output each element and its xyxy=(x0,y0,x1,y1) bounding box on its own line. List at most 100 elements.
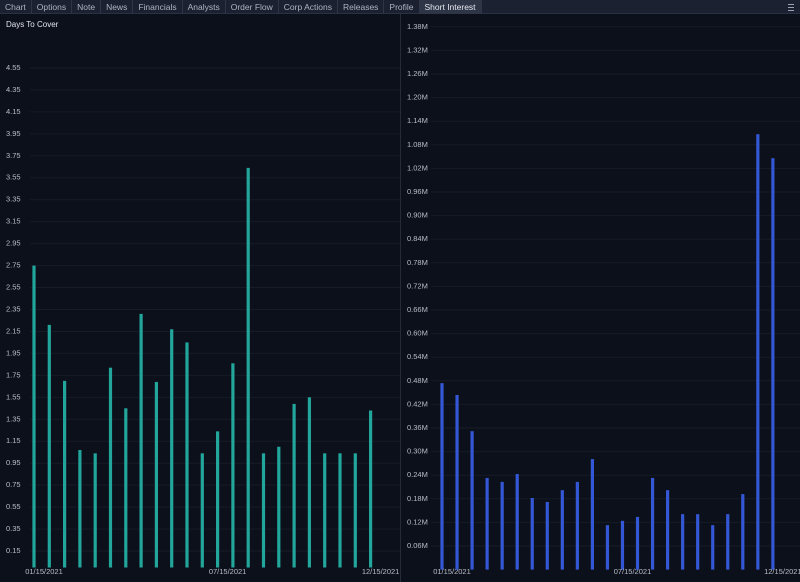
y-tick-label: 3.95 xyxy=(6,129,21,138)
y-tick-label: 0.78M xyxy=(407,258,428,267)
y-tick-label: 0.54M xyxy=(407,352,428,361)
y-tick-label: 0.15 xyxy=(6,546,21,555)
y-tick-label: 0.36M xyxy=(407,423,428,432)
bar xyxy=(590,459,594,570)
bar xyxy=(711,525,715,570)
y-tick-label: 1.02M xyxy=(407,163,428,172)
y-tick-label: 4.35 xyxy=(6,85,21,94)
bar xyxy=(63,380,67,568)
bar xyxy=(530,498,534,570)
tab[interactable]: Analysts xyxy=(183,0,226,14)
y-tick-label: 0.30M xyxy=(407,447,428,456)
y-tick-label: 2.15 xyxy=(6,326,21,335)
bar xyxy=(696,514,700,570)
y-tick-label: 3.15 xyxy=(6,217,21,226)
y-tick-label: 2.95 xyxy=(6,239,21,248)
bar xyxy=(93,453,97,568)
y-tick-label: 0.35 xyxy=(6,524,21,533)
bar xyxy=(575,481,579,570)
y-tick-label: 1.14M xyxy=(407,116,428,125)
bar xyxy=(369,410,373,568)
bar xyxy=(353,453,357,568)
bar xyxy=(292,403,296,568)
y-tick-label: 0.55 xyxy=(6,502,21,511)
bar xyxy=(500,481,504,570)
y-tick-label: 2.75 xyxy=(6,261,21,270)
tab[interactable]: Financials xyxy=(133,0,183,14)
y-tick-label: 2.55 xyxy=(6,283,21,292)
y-tick-label: 3.75 xyxy=(6,151,21,160)
y-tick-label: 0.72M xyxy=(407,281,428,290)
y-tick-label: 1.38M xyxy=(407,22,428,31)
bar xyxy=(470,431,474,570)
bar xyxy=(545,501,549,570)
y-tick-label: 1.95 xyxy=(6,348,21,357)
y-tick-label: 0.42M xyxy=(407,399,428,408)
y-tick-label: 2.35 xyxy=(6,304,21,313)
y-tick-label: 1.20M xyxy=(407,93,428,102)
x-tick-label: 01/15/2021 xyxy=(25,567,63,576)
bar xyxy=(635,516,640,570)
bar xyxy=(666,490,670,570)
bar xyxy=(771,158,775,570)
tab[interactable]: Profile xyxy=(384,0,420,14)
y-tick-label: 1.26M xyxy=(407,69,428,78)
y-tick-label: 4.15 xyxy=(6,107,21,116)
y-tick-label: 1.08M xyxy=(407,140,428,149)
x-tick-label: 07/15/2021 xyxy=(614,567,652,576)
bar xyxy=(726,514,730,570)
y-tick-label: 1.35 xyxy=(6,414,21,423)
y-tick-label: 0.75 xyxy=(6,480,21,489)
bar xyxy=(455,394,459,570)
bar xyxy=(108,367,113,568)
bar xyxy=(620,520,625,570)
tab[interactable]: Options xyxy=(32,0,73,14)
tab[interactable]: Chart xyxy=(0,0,32,14)
y-tick-label: 0.90M xyxy=(407,211,428,220)
y-tick-label: 0.60M xyxy=(407,329,428,338)
y-tick-label: 3.35 xyxy=(6,195,21,204)
bar xyxy=(307,397,311,568)
bar xyxy=(440,383,444,570)
y-tick-label: 1.32M xyxy=(407,45,428,54)
tab[interactable]: News xyxy=(101,0,134,14)
y-tick-label: 0.96M xyxy=(407,187,428,196)
bar xyxy=(261,453,266,568)
bar xyxy=(32,265,36,568)
tab[interactable]: Short Interest xyxy=(419,0,482,14)
bar xyxy=(170,329,174,568)
bar xyxy=(277,446,281,568)
bar xyxy=(185,342,189,568)
bar xyxy=(560,490,564,570)
bar xyxy=(47,324,51,568)
tab[interactable]: Corp Actions xyxy=(279,0,338,14)
bar xyxy=(139,313,143,568)
y-tick-label: 0.84M xyxy=(407,234,428,243)
bar xyxy=(124,408,128,568)
menu-icon[interactable] xyxy=(788,4,794,11)
bar xyxy=(323,453,327,568)
bar xyxy=(78,450,82,568)
x-tick-label: 12/15/2021 xyxy=(362,567,400,576)
tab[interactable]: Releases xyxy=(338,0,385,14)
chart-title: Days To Cover xyxy=(6,20,59,29)
y-tick-label: 1.55 xyxy=(6,392,21,401)
x-tick-label: 07/15/2021 xyxy=(209,567,247,576)
bar xyxy=(650,477,655,570)
y-tick-label: 0.95 xyxy=(6,458,21,467)
bar xyxy=(485,477,489,570)
y-tick-label: 0.12M xyxy=(407,517,428,526)
bar xyxy=(154,381,158,568)
bar xyxy=(246,167,250,568)
bar xyxy=(605,525,610,570)
y-tick-label: 1.75 xyxy=(6,370,21,379)
y-tick-label: 0.48M xyxy=(407,376,428,385)
x-tick-label: 01/15/2021 xyxy=(433,567,471,576)
tab[interactable]: Note xyxy=(72,0,102,14)
bar xyxy=(741,494,745,570)
y-tick-label: 3.55 xyxy=(6,173,21,182)
tab[interactable]: Order Flow xyxy=(226,0,279,14)
bar xyxy=(756,134,760,570)
